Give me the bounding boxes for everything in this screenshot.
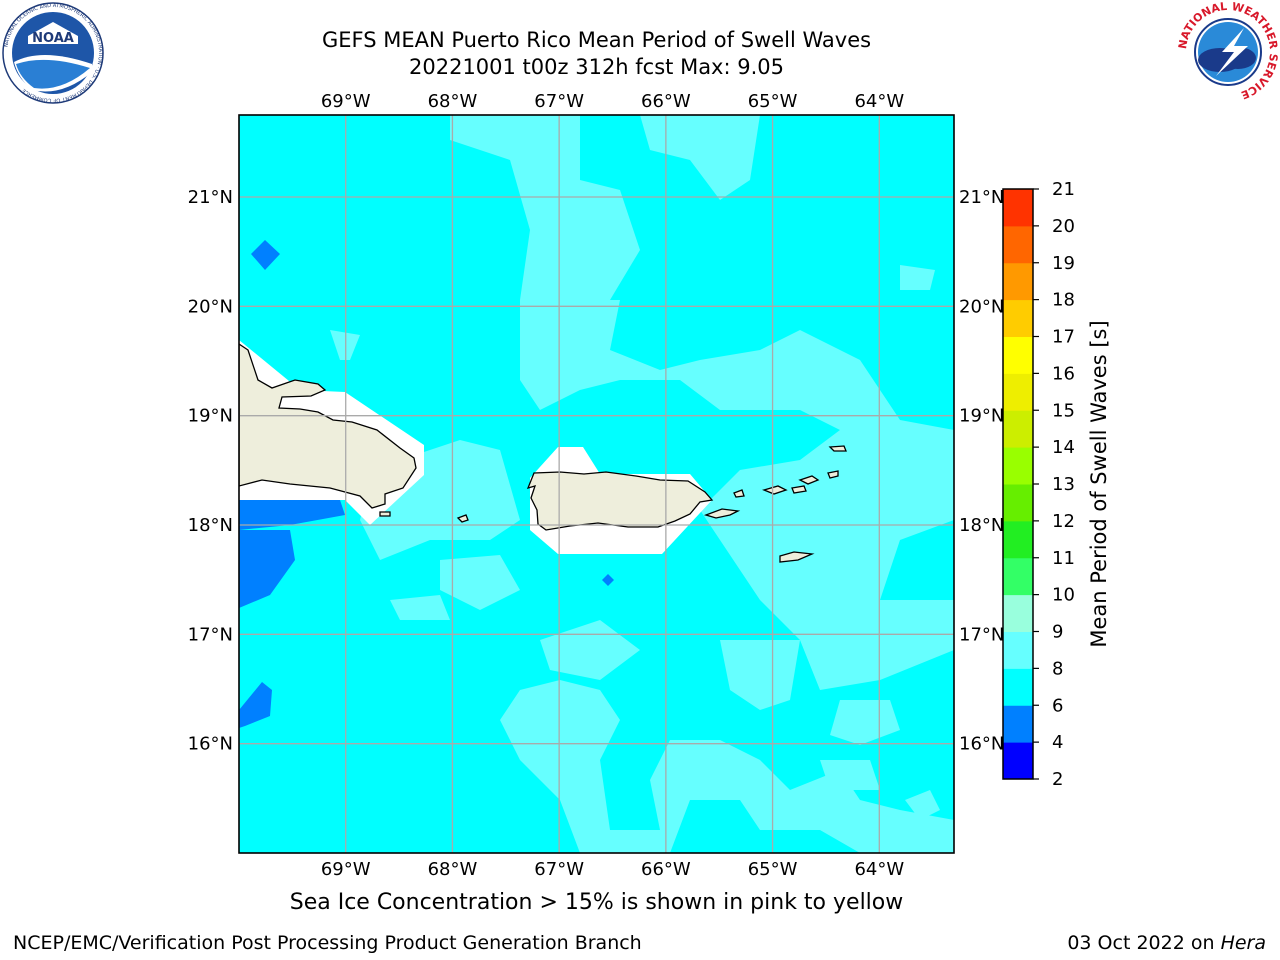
sea-ice-note: Sea Ice Concentration > 15% is shown in …: [289, 890, 904, 915]
date-text: 03 Oct 2022 on Hera: [1067, 932, 1266, 954]
lon-tick-label: 68°W: [428, 859, 478, 880]
axis-labels: 69°W 69°W 68°W 68°W 67°W 67°W 66°W 66°W 65°W 65°W…: [188, 91, 1005, 880]
colorbar-tick-label: 16: [1052, 363, 1075, 384]
colorbar-tick-label: 10: [1052, 585, 1075, 606]
colorbar-swatch-0: [1003, 742, 1033, 780]
chart-title: GEFS MEAN Puerto Rico Mean Period of Swe…: [321, 28, 872, 52]
colorbar-tick-label: 11: [1052, 548, 1075, 569]
lon-tick-label: 64°W: [854, 91, 904, 112]
colorbar-tick-label: 4: [1052, 732, 1063, 753]
lat-tick-label: 17°N: [188, 624, 233, 645]
colorbar-tick-label: 6: [1052, 695, 1063, 716]
colorbar-tick-label: 2: [1052, 769, 1063, 790]
colorbar-swatch-15: [1003, 189, 1033, 227]
lon-tick-label: 69°W: [321, 91, 371, 112]
colorbar-tick-label: 14: [1052, 437, 1075, 458]
colorbar-swatch-11: [1003, 336, 1033, 374]
hispaniola: [239, 343, 417, 509]
lat-tick-label: 18°N: [188, 515, 233, 536]
lon-tick-label: 67°W: [534, 91, 584, 112]
lat-tick-label: 19°N: [188, 406, 233, 427]
lon-tick-label: 65°W: [748, 859, 798, 880]
nws-logo: NATIONAL WEATHER SERVICE: [1178, 2, 1278, 102]
colorbar-swatch-9: [1003, 410, 1033, 448]
lon-tick-label: 66°W: [641, 859, 691, 880]
tortola: [798, 475, 820, 485]
islet: [379, 511, 391, 517]
colorbar-swatch-2: [1003, 668, 1033, 706]
colorbar-tick-label: 20: [1052, 216, 1075, 237]
vieques: [703, 508, 741, 519]
colorbar-tick-label: 12: [1052, 511, 1075, 532]
saba: [828, 445, 847, 452]
st-croix: [779, 551, 815, 563]
colorbar-swatch-6: [1003, 520, 1033, 559]
host-label: Hera: [1220, 932, 1266, 954]
colorbar-swatch-13: [1003, 262, 1033, 301]
date-label: 03 Oct 2022 on: [1067, 932, 1221, 954]
lon-tick-label: 65°W: [748, 91, 798, 112]
culebra: [733, 489, 745, 498]
colorbar-tick-label: 9: [1052, 622, 1063, 643]
chart-subtitle: 20221001 t00z 312h fcst Max: 9.05: [409, 55, 784, 79]
lat-tick-label: 16°N: [188, 734, 233, 755]
colorbar-tick-label: 15: [1052, 400, 1075, 421]
lat-tick-label-right: 18°N: [959, 515, 1004, 536]
colorbar: 2 4 6 8 9 10 11 12 13 14 15 16 17 18 19 20 21 Mean Period…: [1002, 179, 1111, 790]
credit-text: NCEP/EMC/Verification Post Processing Pr…: [13, 932, 642, 954]
colorbar-swatch-8: [1003, 447, 1033, 485]
mona: [456, 514, 469, 523]
st-thomas: [761, 485, 788, 495]
colorbar-tick-label: 17: [1052, 327, 1075, 348]
anegada: [827, 470, 839, 479]
colorbar-swatch-12: [1003, 299, 1033, 337]
colorbar-label: Mean Period of Swell Waves [s]: [1087, 320, 1111, 647]
colorbar-swatch-3: [1003, 631, 1033, 669]
lon-tick-label: 64°W: [854, 859, 904, 880]
st-john: [791, 485, 807, 494]
lon-tick-label: 69°W: [321, 859, 371, 880]
lat-tick-label-right: 21°N: [959, 187, 1004, 208]
lon-tick-label: 66°W: [641, 91, 691, 112]
swell-4-6-regions: [239, 240, 614, 728]
colorbar-swatch-7: [1003, 484, 1033, 522]
lat-tick-label-right: 17°N: [959, 624, 1004, 645]
lon-tick-label: 67°W: [534, 859, 584, 880]
colorbar-tick-label: 19: [1052, 253, 1075, 274]
lat-tick-label-right: 16°N: [959, 734, 1004, 755]
lat-tick-label: 21°N: [188, 187, 233, 208]
lat-tick-label-right: 19°N: [959, 406, 1004, 427]
colorbar-tick-label: 18: [1052, 290, 1075, 311]
colorbar-swatch-10: [1003, 373, 1033, 411]
svg-text:NOAA: NOAA: [32, 31, 74, 46]
colorbar-swatch-4: [1003, 594, 1033, 632]
lat-tick-label: 20°N: [188, 296, 233, 317]
graticule: [239, 115, 954, 853]
colorbar-tick-label: 8: [1052, 658, 1063, 679]
colorbar-swatch-5: [1003, 557, 1033, 596]
colorbar-swatch-14: [1003, 225, 1033, 264]
map-plot-area: [239, 115, 954, 853]
noaa-logo: NOAA NATIONAL OCEANIC AND ATMOSPHERIC AD…: [2, 2, 104, 104]
colorbar-tick-label: 13: [1052, 474, 1075, 495]
colorbar-tick-label: 21: [1052, 179, 1075, 200]
lat-tick-label-right: 20°N: [959, 296, 1004, 317]
map-frame: [238, 114, 955, 854]
lon-tick-label: 68°W: [428, 91, 478, 112]
colorbar-swatch-1: [1003, 705, 1033, 743]
